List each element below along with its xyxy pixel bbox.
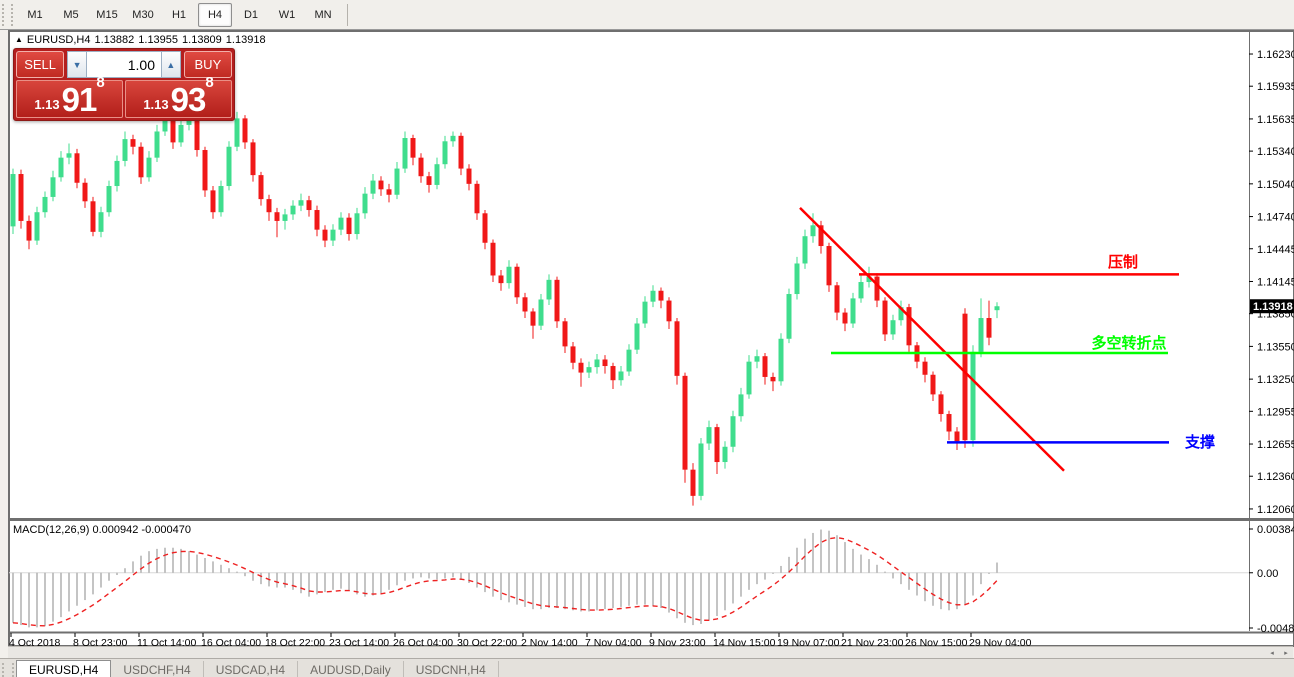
svg-text:30 Oct 22:00: 30 Oct 22:00 [457,637,517,646]
timeframe-button-m30[interactable]: M30 [132,8,154,21]
tabbar-grip-handle[interactable] [2,663,14,677]
timeframe-button-mn[interactable]: MN [314,8,332,21]
svg-text:-0.004856: -0.004856 [1257,623,1294,635]
timeframe-button-m15[interactable]: M15 [96,8,118,21]
ask-pip-digit: 8 [205,74,214,91]
volume-input[interactable] [87,51,161,78]
trendline-object [799,206,1065,472]
ohlc-close: 1.13918 [225,34,266,46]
one-click-trade-panel: SELL ▼ ▲ BUY 1.13 91 8 1.13 93 8 [13,48,235,121]
ohlc-open: 1.13882 [94,34,135,46]
svg-text:1.14445: 1.14445 [1257,244,1294,256]
sell-button[interactable]: SELL [16,51,65,78]
svg-text:2 Nov 14:00: 2 Nov 14:00 [521,637,578,646]
svg-text:1.15935: 1.15935 [1257,81,1294,93]
svg-text:26 Oct 04:00: 26 Oct 04:00 [393,637,453,646]
chart-tab-bar: EURUSD,H4 USDCHF,H4 USDCAD,H4 AUDUSD,Daily U… [0,658,1294,677]
svg-text:23 Oct 14:00: 23 Oct 14:00 [329,637,389,646]
svg-text:0.003847: 0.003847 [1257,524,1294,536]
svg-text:1.12060: 1.12060 [1257,504,1294,516]
timeframe-button-d1[interactable]: D1 [243,8,259,21]
svg-text:1.15040: 1.15040 [1257,179,1294,191]
svg-text:26 Nov 15:00: 26 Nov 15:00 [905,637,968,646]
macd-indicator-label: MACD(12,26,9) 0.000942 -0.000470 [13,524,191,536]
svg-text:0.00: 0.00 [1257,568,1278,580]
bid-big-digits: 91 [61,81,98,118]
toolbar-separator [347,3,348,26]
macd-signal-line [12,536,998,627]
ohlc-low: 1.13809 [182,34,222,46]
svg-text:1.12360: 1.12360 [1257,471,1294,483]
ohlc-high: 1.13955 [138,34,179,46]
svg-text:1.13918: 1.13918 [1253,301,1293,313]
svg-text:压制: 压制 [1108,253,1138,271]
svg-text:11 Oct 14:00: 11 Oct 14:00 [137,637,197,646]
bid-pip-digit: 8 [96,74,105,91]
svg-text:8 Oct 23:00: 8 Oct 23:00 [73,637,127,646]
collapse-triangle-icon[interactable]: ▲ [15,34,23,44]
chart-tab-usdcnh[interactable]: USDCNH,H4 [404,661,499,677]
chart-window: 1.16230 1.15935 1.15635 1.15340 1.15040 1.147… [8,30,1294,647]
svg-text:1.15635: 1.15635 [1257,114,1294,126]
svg-text:14 Nov 15:00: 14 Nov 15:00 [713,637,776,646]
buy-button[interactable]: BUY [183,51,232,78]
timeframe-button-h4[interactable]: H4 [198,2,232,27]
volume-increase-button[interactable]: ▲ [161,51,181,78]
svg-text:18 Oct 22:00: 18 Oct 22:00 [265,637,325,646]
chart-tab-eurusd[interactable]: EURUSD,H4 [16,660,112,677]
scroll-right-icon[interactable]: ▸ [1284,649,1288,657]
horizontal-scrollbar[interactable]: ◂ ▸ [8,646,1293,658]
svg-text:1.14740: 1.14740 [1257,212,1294,224]
svg-text:21 Nov 23:00: 21 Nov 23:00 [841,637,904,646]
svg-text:29 Nov 04:00: 29 Nov 04:00 [969,637,1032,646]
scroll-left-icon[interactable]: ◂ [1270,649,1274,657]
bid-quote-button[interactable]: 1.13 91 8 [16,74,123,118]
svg-text:19 Nov 07:00: 19 Nov 07:00 [777,637,840,646]
svg-text:1.14145: 1.14145 [1257,276,1294,288]
svg-text:4 Oct 2018: 4 Oct 2018 [9,637,61,646]
toolbar-grip-handle[interactable] [2,3,13,26]
svg-text:7 Nov 04:00: 7 Nov 04:00 [585,637,642,646]
svg-text:16 Oct 04:00: 16 Oct 04:00 [201,637,261,646]
current-price-badge [1250,299,1294,314]
svg-text:1.16230: 1.16230 [1257,49,1294,61]
timeframe-button-m5[interactable]: M5 [63,8,79,21]
svg-text:1.12955: 1.12955 [1257,406,1294,418]
chart-tab-usdcad[interactable]: USDCAD,H4 [204,661,299,677]
price-chart-canvas[interactable]: 1.16230 1.15935 1.15635 1.15340 1.15040 1.147… [9,31,1294,646]
timeframe-button-h1[interactable]: H1 [171,8,187,21]
volume-decrease-button[interactable]: ▼ [67,51,87,78]
ask-big-digits: 93 [170,81,207,118]
chart-tab-usdchf[interactable]: USDCHF,H4 [111,661,204,677]
ask-quote-button[interactable]: 1.13 93 8 [125,74,232,118]
chart-ohlc-title: ▲ EURUSD,H4 1.13882 1.13955 1.13809 1.13… [15,34,266,46]
chart-symbol-label: EURUSD,H4 [26,34,91,46]
bid-prefix: 1.13 [34,97,60,112]
ask-prefix: 1.13 [143,97,169,112]
timeframe-button-m1[interactable]: M1 [27,8,43,21]
svg-text:1.13550: 1.13550 [1257,341,1294,353]
timeframe-button-w1[interactable]: W1 [278,8,296,21]
chart-tab-audusd[interactable]: AUDUSD,Daily [298,661,404,677]
svg-text:多空转折点: 多空转折点 [1091,334,1166,352]
timeframe-toolbar: M1 M5 M15 M30 H1 H4 D1 W1 MN [0,0,1294,30]
svg-text:1.12655: 1.12655 [1257,439,1294,451]
svg-text:1.15340: 1.15340 [1257,146,1294,158]
svg-text:支撑: 支撑 [1184,433,1215,451]
svg-text:9 Nov 23:00: 9 Nov 23:00 [649,637,706,646]
svg-text:1.13250: 1.13250 [1257,374,1294,386]
